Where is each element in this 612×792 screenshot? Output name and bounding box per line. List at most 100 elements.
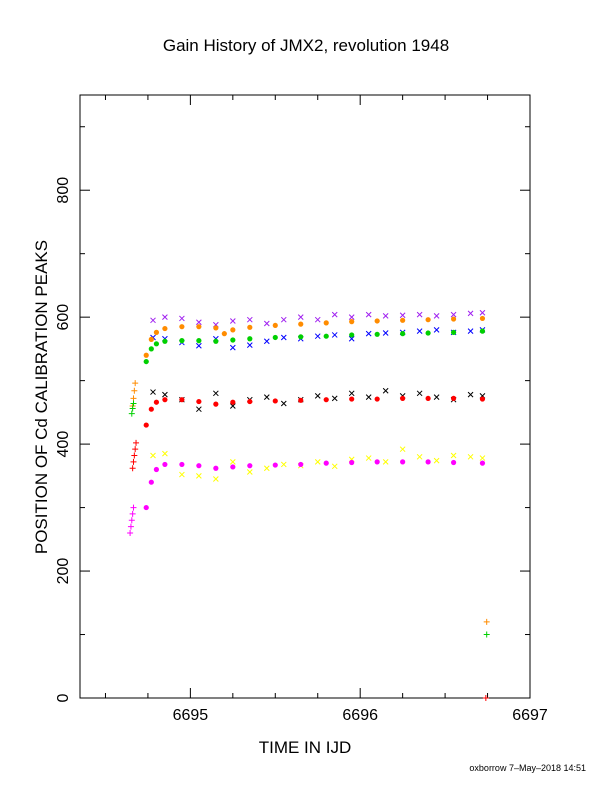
data-point [297,314,304,321]
data-point [143,352,149,358]
data-point [479,328,486,334]
data-point [246,342,253,348]
data-point [399,446,406,453]
data-point [298,397,304,403]
data-point [162,397,168,403]
data-point [129,465,136,472]
data-point [331,463,338,470]
data-point [433,457,440,464]
data-point [212,390,219,397]
data-marks [127,309,490,701]
y-axis-label: POSITION OF Cd CALIBRATION PEAKS [32,239,51,555]
series-3 [143,328,486,365]
data-point [467,453,474,460]
data-point [425,395,431,402]
x-axis-label: TIME IN IJD [258,738,352,757]
data-point [179,315,185,322]
data-point [479,460,486,466]
data-point [246,469,253,475]
data-point [153,399,160,405]
data-point [162,325,168,332]
data-point [196,398,202,405]
data-point [153,329,160,335]
data-point [213,401,219,407]
data-point [314,333,321,340]
series-6 [150,446,486,482]
data-point [213,465,219,471]
data-point [212,476,219,482]
data-point [323,460,329,466]
data-point [482,695,489,701]
data-point [280,316,287,323]
plot-frame [79,94,531,699]
data-point [314,459,321,465]
data-point [382,387,389,394]
data-point [230,337,236,343]
data-point [467,328,474,334]
data-point [230,464,236,470]
data-point [483,631,490,638]
data-point [349,319,355,325]
series-7 [143,459,486,511]
y-tick-label: 200 [55,558,72,585]
data-point [272,462,278,468]
data-point [229,344,236,351]
data-point [314,393,321,399]
data-point [400,317,406,323]
data-point [425,330,431,336]
data-point [374,459,380,465]
data-point [127,523,134,530]
data-point [467,310,474,317]
data-point [450,316,457,322]
data-point [365,455,372,461]
data-point [148,346,154,352]
data-point [150,452,156,459]
data-point [179,338,185,344]
data-point [263,394,270,400]
y-tick-label: 600 [55,304,72,331]
data-point [179,471,185,478]
data-point [298,334,304,340]
data-point [280,400,287,407]
data-point [196,342,202,349]
data-point [479,315,486,322]
data-point [162,391,168,398]
data-point [196,319,202,326]
y-tick-label: 0 [55,693,72,702]
data-point [247,398,253,405]
data-point [127,529,134,536]
data-point [298,321,304,327]
data-point [131,452,138,459]
data-point [148,336,154,342]
data-point [483,618,490,625]
data-point [331,311,338,318]
data-point [349,332,355,338]
data-point [433,394,440,400]
data-point [162,450,168,457]
series-11 [128,400,490,638]
data-point [349,396,355,402]
data-point [153,466,160,473]
data-point [130,400,137,407]
data-point [382,459,389,465]
data-point [196,324,202,330]
data-point [374,331,380,337]
data-point [179,397,185,403]
data-point [150,389,156,395]
data-point [400,395,406,402]
data-point [162,338,168,344]
data-point [323,397,329,403]
data-point [221,331,227,337]
data-point [196,463,202,469]
data-point [130,458,137,465]
series-10 [129,380,490,625]
data-point [450,311,457,318]
data-point [298,461,304,468]
data-point [247,324,253,330]
data-point [433,313,440,319]
data-point [153,341,160,347]
data-point [272,322,278,329]
data-point [133,439,140,446]
data-point [416,453,423,460]
data-point [263,465,270,472]
